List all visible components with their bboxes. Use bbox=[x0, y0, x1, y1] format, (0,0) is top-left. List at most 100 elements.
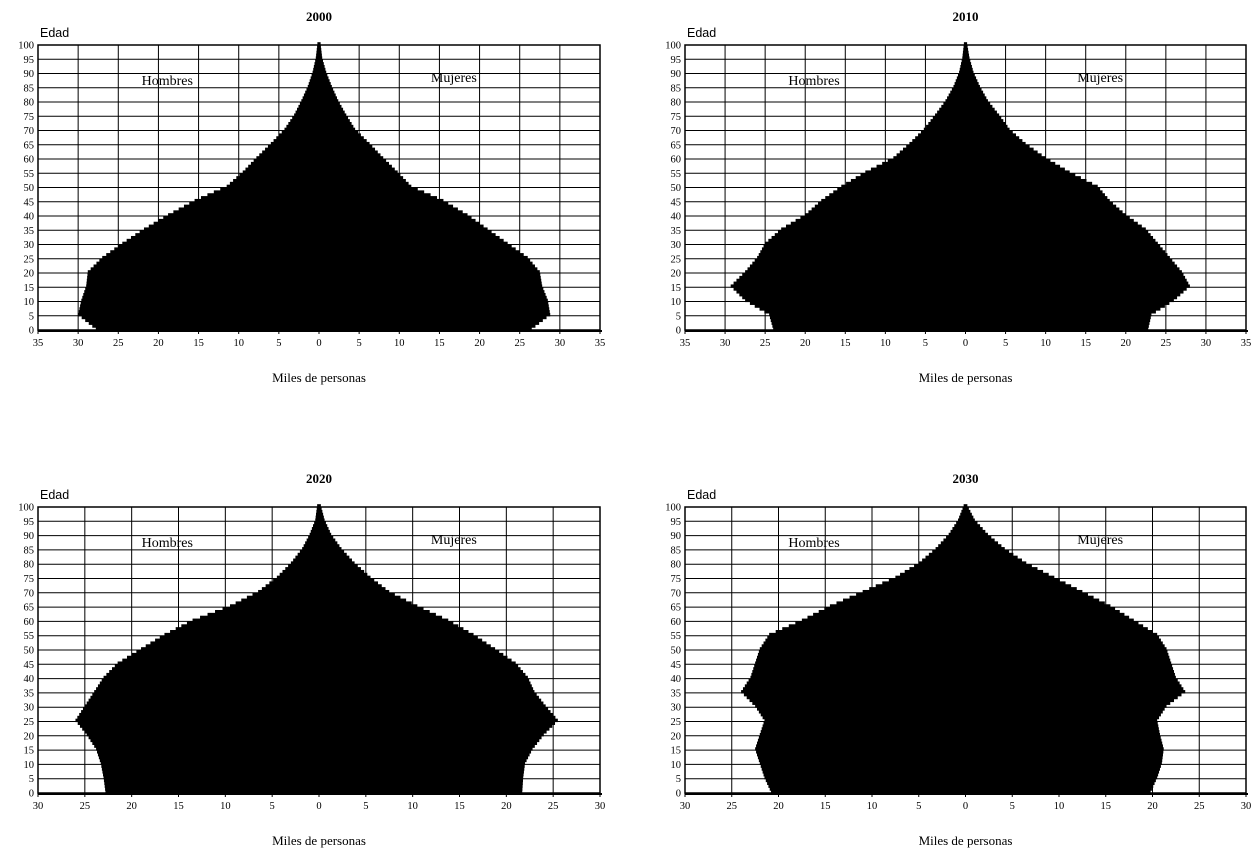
bar-hombres bbox=[946, 535, 966, 540]
bar-hombres bbox=[295, 110, 319, 114]
bar-hombres bbox=[94, 690, 319, 694]
bar-mujeres bbox=[965, 549, 1010, 554]
x-tick-label: 10 bbox=[233, 338, 244, 349]
bar-mujeres bbox=[965, 635, 1160, 640]
bar-hombres bbox=[207, 612, 319, 617]
bar-hombres bbox=[77, 715, 319, 720]
bar-mujeres bbox=[965, 618, 1134, 622]
bar-hombres bbox=[935, 113, 966, 117]
bar-mujeres bbox=[319, 198, 444, 203]
x-tick-label: 25 bbox=[727, 801, 738, 812]
bar-mujeres bbox=[965, 318, 1151, 323]
y-tick-label: 85 bbox=[24, 83, 35, 94]
bar-mujeres bbox=[319, 607, 424, 611]
bar-mujeres bbox=[319, 638, 483, 643]
bar-hombres bbox=[163, 216, 319, 220]
x-tick-label: 35 bbox=[680, 338, 691, 349]
bar-mujeres bbox=[965, 190, 1103, 194]
bar-hombres bbox=[763, 641, 966, 645]
bar-mujeres bbox=[965, 204, 1117, 209]
bar-mujeres bbox=[319, 687, 534, 691]
bar-mujeres bbox=[319, 295, 547, 300]
bar-hombres bbox=[90, 267, 320, 271]
bar-mujeres bbox=[965, 527, 983, 531]
y-tick-label: 70 bbox=[24, 126, 35, 137]
bar-hombres bbox=[308, 535, 319, 540]
x-tick-label: 10 bbox=[1054, 801, 1065, 812]
bar-mujeres bbox=[965, 235, 1154, 240]
bar-hombres bbox=[118, 244, 320, 248]
bar-mujeres bbox=[965, 512, 972, 517]
bar-hombres bbox=[785, 224, 966, 228]
bar-mujeres bbox=[319, 612, 436, 617]
bar-hombres bbox=[960, 64, 966, 69]
bar-mujeres bbox=[319, 193, 431, 197]
bar-mujeres bbox=[965, 258, 1173, 263]
bar-mujeres bbox=[319, 741, 538, 745]
bar-hombres bbox=[941, 104, 966, 109]
bar-mujeres bbox=[319, 178, 406, 183]
x-axis-label: Miles de personas bbox=[919, 370, 1013, 385]
bar-mujeres bbox=[319, 595, 401, 600]
bar-hombres bbox=[114, 247, 320, 251]
bar-mujeres bbox=[319, 650, 500, 654]
y-tick-label: 70 bbox=[24, 588, 35, 599]
bar-hombres bbox=[315, 59, 319, 63]
y-tick-label: 80 bbox=[671, 98, 682, 109]
bar-hombres bbox=[97, 752, 320, 757]
bar-hombres bbox=[83, 292, 319, 297]
y-tick-label: 90 bbox=[671, 69, 682, 80]
bar-mujeres bbox=[319, 278, 542, 283]
bar-mujeres bbox=[319, 764, 525, 768]
bar-hombres bbox=[99, 258, 319, 263]
bar-mujeres bbox=[965, 601, 1105, 605]
bar-mujeres bbox=[319, 615, 443, 620]
bar-mujeres bbox=[319, 630, 469, 634]
bar-mujeres bbox=[965, 207, 1120, 211]
y-tick-label: 10 bbox=[671, 297, 682, 308]
y-tick-label: 70 bbox=[671, 126, 682, 137]
bar-hombres bbox=[308, 82, 319, 86]
bar-hombres bbox=[100, 761, 319, 765]
x-tick-label: 20 bbox=[1121, 338, 1132, 349]
bar-hombres bbox=[762, 724, 966, 728]
bar-hombres bbox=[94, 744, 319, 748]
bar-hombres bbox=[870, 167, 966, 171]
bar-hombres bbox=[310, 529, 319, 534]
bar-mujeres bbox=[319, 96, 337, 100]
bar-hombres bbox=[259, 153, 319, 157]
bar-mujeres bbox=[319, 690, 535, 694]
bar-mujeres bbox=[965, 741, 1163, 745]
y-tick-label: 80 bbox=[24, 560, 35, 571]
bar-mujeres bbox=[319, 529, 330, 534]
bar-hombres bbox=[762, 770, 966, 774]
bar-mujeres bbox=[965, 176, 1081, 180]
bar-mujeres bbox=[319, 735, 542, 740]
bar-mujeres bbox=[965, 587, 1077, 591]
bar-hombres bbox=[252, 592, 319, 597]
bar-mujeres bbox=[965, 569, 1044, 574]
y-tick-label: 20 bbox=[24, 731, 35, 742]
bar-hombres bbox=[78, 312, 320, 317]
bar-hombres bbox=[316, 512, 319, 517]
bar-hombres bbox=[807, 615, 966, 620]
bar-hombres bbox=[769, 632, 966, 637]
bar-hombres bbox=[930, 119, 966, 123]
bar-mujeres bbox=[965, 690, 1186, 694]
bar-hombres bbox=[86, 732, 319, 737]
bar-hombres bbox=[170, 630, 319, 634]
bar-mujeres bbox=[319, 535, 334, 540]
bar-hombres bbox=[215, 609, 319, 614]
bar-hombres bbox=[96, 687, 319, 691]
bar-mujeres bbox=[319, 238, 504, 243]
bar-hombres bbox=[84, 290, 319, 294]
x-tick-label: 25 bbox=[760, 338, 771, 349]
bar-mujeres bbox=[319, 549, 345, 554]
bar-mujeres bbox=[965, 770, 1160, 774]
bar-hombres bbox=[311, 73, 319, 77]
bar-hombres bbox=[81, 315, 319, 320]
bar-hombres bbox=[186, 621, 319, 625]
bar-hombres bbox=[752, 261, 966, 266]
bar-mujeres bbox=[319, 572, 368, 577]
bar-hombres bbox=[106, 253, 319, 257]
